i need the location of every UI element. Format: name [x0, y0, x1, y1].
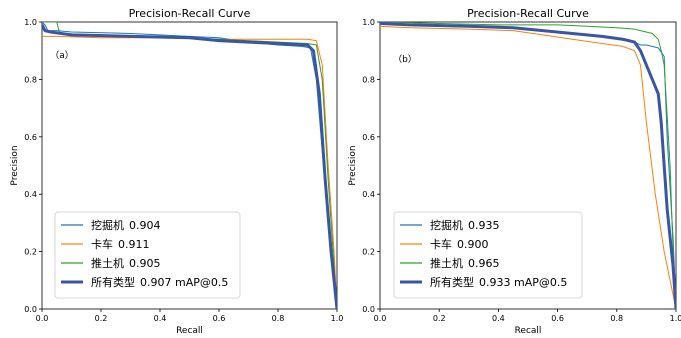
plot-frame — [41, 21, 338, 310]
y-tick-label: 0.6 — [362, 133, 375, 142]
legend: 挖掘机 0.935 卡车 0.900 推土机 0.965 所有类型 0.933 mAP@0.5 — [393, 211, 583, 299]
legend-value-1: 0.935 — [468, 219, 500, 232]
series-line-3 — [380, 22, 676, 309]
x-tick-label: 0.4 — [154, 314, 167, 323]
series-line-2 — [380, 25, 676, 309]
y-axis-label: Precision — [10, 145, 20, 185]
y-tick-label: 0.8 — [362, 75, 375, 84]
y-tick-label: 0.2 — [24, 248, 37, 257]
y-tick-label: 0.0 — [24, 305, 37, 314]
x-tick-label: 0.0 — [374, 314, 387, 323]
x-axis-label: Recall — [515, 326, 542, 336]
legend-name-2: 卡车 — [91, 237, 113, 251]
y-axis-label: Precision — [348, 145, 358, 185]
x-axis-label: Recall — [176, 326, 203, 336]
x-tick-label: 0.4 — [492, 314, 505, 323]
legend-value-4: 0.933 mAP@0.5 — [479, 276, 567, 289]
y-tick-label: 0.4 — [362, 190, 375, 199]
x-tick-label: 1.0 — [331, 314, 344, 323]
y-tick-label: 0.8 — [24, 75, 37, 84]
chart-panel-b: Precision-Recall Curve 0.0 0.2 0.4 0.6 0.8 1.0… — [348, 7, 681, 336]
legend-name-1: 挖掘机 — [430, 218, 463, 232]
legend-box — [393, 211, 583, 299]
chart-panel-a: Precision-Recall Curve 0.0 0.2 0.4 0.6 0.8 1.0… — [10, 7, 343, 336]
legend-name-4: 所有类型 — [430, 275, 474, 289]
legend-value-3: 0.905 — [129, 257, 161, 270]
x-tick-label: 0.2 — [433, 314, 446, 323]
y-tick-label: 1.0 — [362, 18, 375, 27]
legend-value-2: 0.911 — [118, 238, 150, 251]
legend-value-2: 0.900 — [457, 238, 489, 251]
series-line-2 — [42, 35, 337, 309]
x-tick-label: 0.8 — [610, 314, 623, 323]
x-tick-label: 0.0 — [36, 314, 49, 323]
legend: 挖掘机 0.904 卡车 0.911 推土机 0.905 所有类型 0.907 mAP@0.5 — [54, 211, 241, 299]
y-tick-label: 0.6 — [24, 133, 37, 142]
legend-box — [54, 211, 241, 299]
y-tick-label: 0.4 — [24, 190, 37, 199]
chart-title: Precision-Recall Curve — [129, 7, 251, 20]
y-tick-label: 1.0 — [24, 18, 37, 27]
x-tick-label: 1.0 — [670, 314, 681, 323]
panel-label: （b） — [393, 54, 417, 65]
x-tick-label: 0.2 — [95, 314, 108, 323]
x-tick-label: 0.8 — [272, 314, 285, 323]
chart-title: Precision-Recall Curve — [467, 7, 589, 20]
panel-label: （a） — [50, 50, 74, 61]
x-tick-label: 0.6 — [551, 314, 564, 323]
y-tick-label: 0.2 — [362, 248, 375, 257]
legend-value-4: 0.907 mAP@0.5 — [140, 276, 228, 289]
legend-name-1: 挖掘机 — [91, 218, 124, 232]
y-tick-label: 0.0 — [362, 305, 375, 314]
plot-frame — [379, 21, 677, 310]
legend-name-4: 所有类型 — [91, 275, 135, 289]
series-line-4 — [42, 24, 337, 309]
legend-name-3: 推土机 — [430, 256, 463, 270]
x-tick-label: 0.6 — [213, 314, 226, 323]
legend-name-2: 卡车 — [430, 237, 452, 251]
legend-value-1: 0.904 — [129, 219, 161, 232]
series-line-4 — [380, 22, 676, 309]
legend-value-3: 0.965 — [468, 257, 500, 270]
legend-name-3: 推土机 — [91, 256, 124, 270]
